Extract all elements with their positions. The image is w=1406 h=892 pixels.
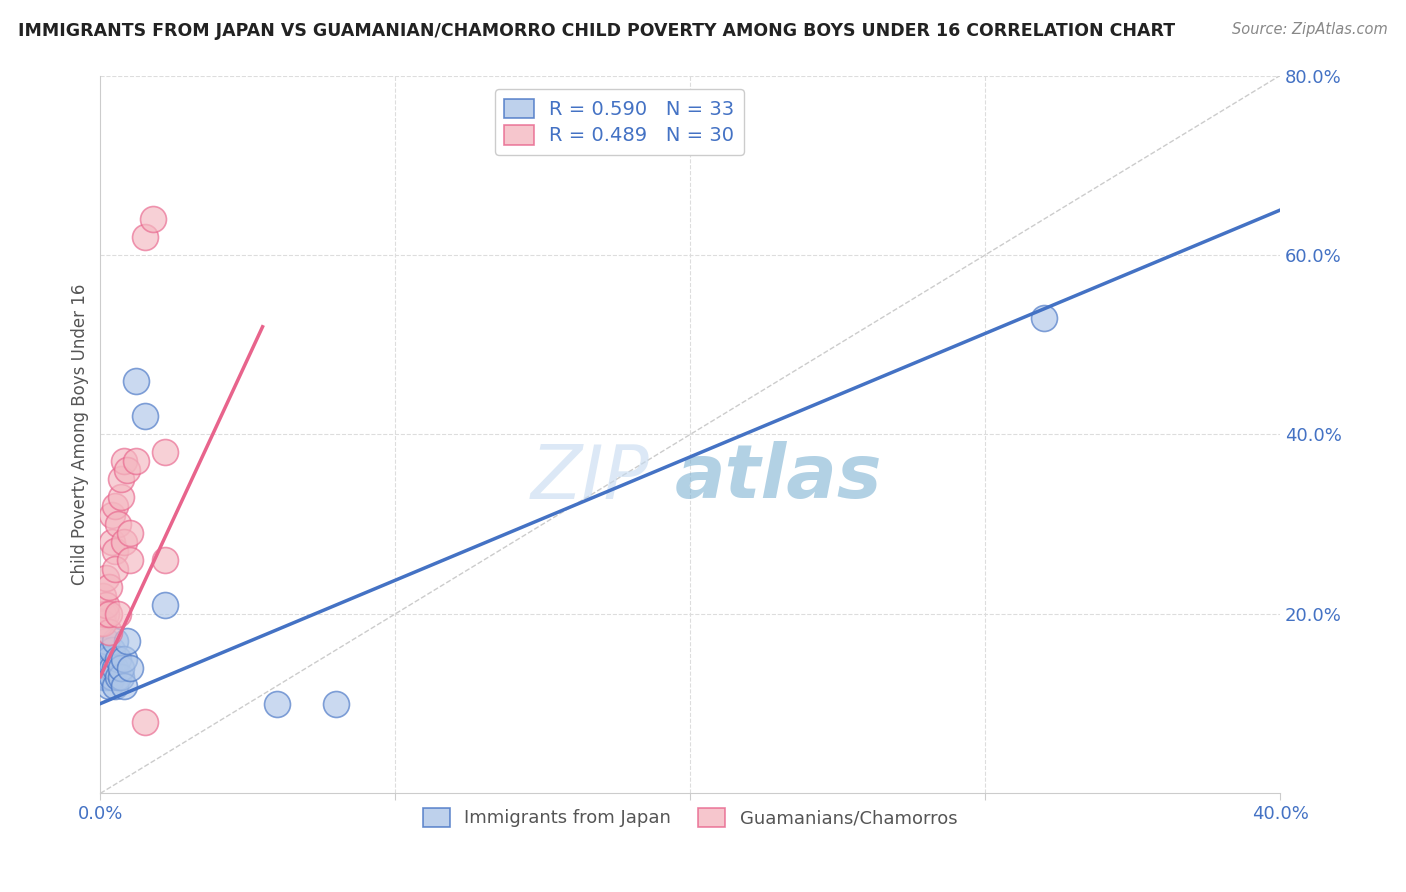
Point: [91, 607, 114, 621]
Point: [112, 454, 135, 468]
Point: [98, 661, 121, 675]
Point: [134, 409, 156, 424]
Point: [104, 562, 127, 576]
Point: [107, 670, 129, 684]
Point: [96, 571, 118, 585]
Point: [115, 633, 138, 648]
Point: [91, 589, 114, 603]
Point: [91, 670, 114, 684]
Point: [118, 661, 141, 675]
Point: [96, 652, 118, 666]
Point: [104, 633, 127, 648]
Point: [125, 454, 148, 468]
Point: [112, 535, 135, 549]
Point: [142, 212, 165, 227]
Point: [104, 679, 127, 693]
Point: [104, 500, 127, 514]
Y-axis label: Child Poverty Among Boys Under 16: Child Poverty Among Boys Under 16: [72, 284, 89, 585]
Point: [96, 607, 118, 621]
Point: [91, 652, 114, 666]
Point: [110, 472, 132, 486]
Point: [134, 714, 156, 729]
Point: [89, 665, 111, 680]
Point: [96, 670, 118, 684]
Point: [266, 697, 288, 711]
Point: [89, 615, 111, 630]
Point: [112, 679, 135, 693]
Point: [101, 535, 124, 549]
Point: [96, 598, 118, 612]
Point: [101, 670, 124, 684]
Point: [110, 661, 132, 675]
Point: [134, 230, 156, 244]
Point: [101, 508, 124, 523]
Point: [110, 670, 132, 684]
Point: [98, 670, 121, 684]
Point: [98, 580, 121, 594]
Text: atlas: atlas: [675, 441, 883, 514]
Text: ZIP: ZIP: [530, 442, 650, 514]
Point: [91, 661, 114, 675]
Point: [101, 661, 124, 675]
Point: [110, 490, 132, 504]
Point: [115, 463, 138, 477]
Point: [155, 598, 177, 612]
Point: [96, 661, 118, 675]
Point: [112, 652, 135, 666]
Legend: Immigrants from Japan, Guamanians/Chamorros: Immigrants from Japan, Guamanians/Chamor…: [416, 801, 965, 835]
Point: [155, 445, 177, 459]
Point: [107, 652, 129, 666]
Point: [101, 642, 124, 657]
Point: [125, 374, 148, 388]
Point: [96, 633, 118, 648]
Point: [98, 652, 121, 666]
Point: [98, 679, 121, 693]
Point: [107, 607, 129, 621]
Point: [91, 642, 114, 657]
Point: [91, 615, 114, 630]
Point: [98, 624, 121, 639]
Text: IMMIGRANTS FROM JAPAN VS GUAMANIAN/CHAMORRO CHILD POVERTY AMONG BOYS UNDER 16 CO: IMMIGRANTS FROM JAPAN VS GUAMANIAN/CHAMO…: [18, 22, 1175, 40]
Point: [155, 553, 177, 567]
Point: [1033, 310, 1056, 325]
Point: [118, 553, 141, 567]
Point: [107, 517, 129, 532]
Point: [325, 697, 347, 711]
Point: [118, 526, 141, 541]
Point: [98, 607, 121, 621]
Point: [104, 544, 127, 558]
Point: [104, 661, 127, 675]
Text: Source: ZipAtlas.com: Source: ZipAtlas.com: [1232, 22, 1388, 37]
